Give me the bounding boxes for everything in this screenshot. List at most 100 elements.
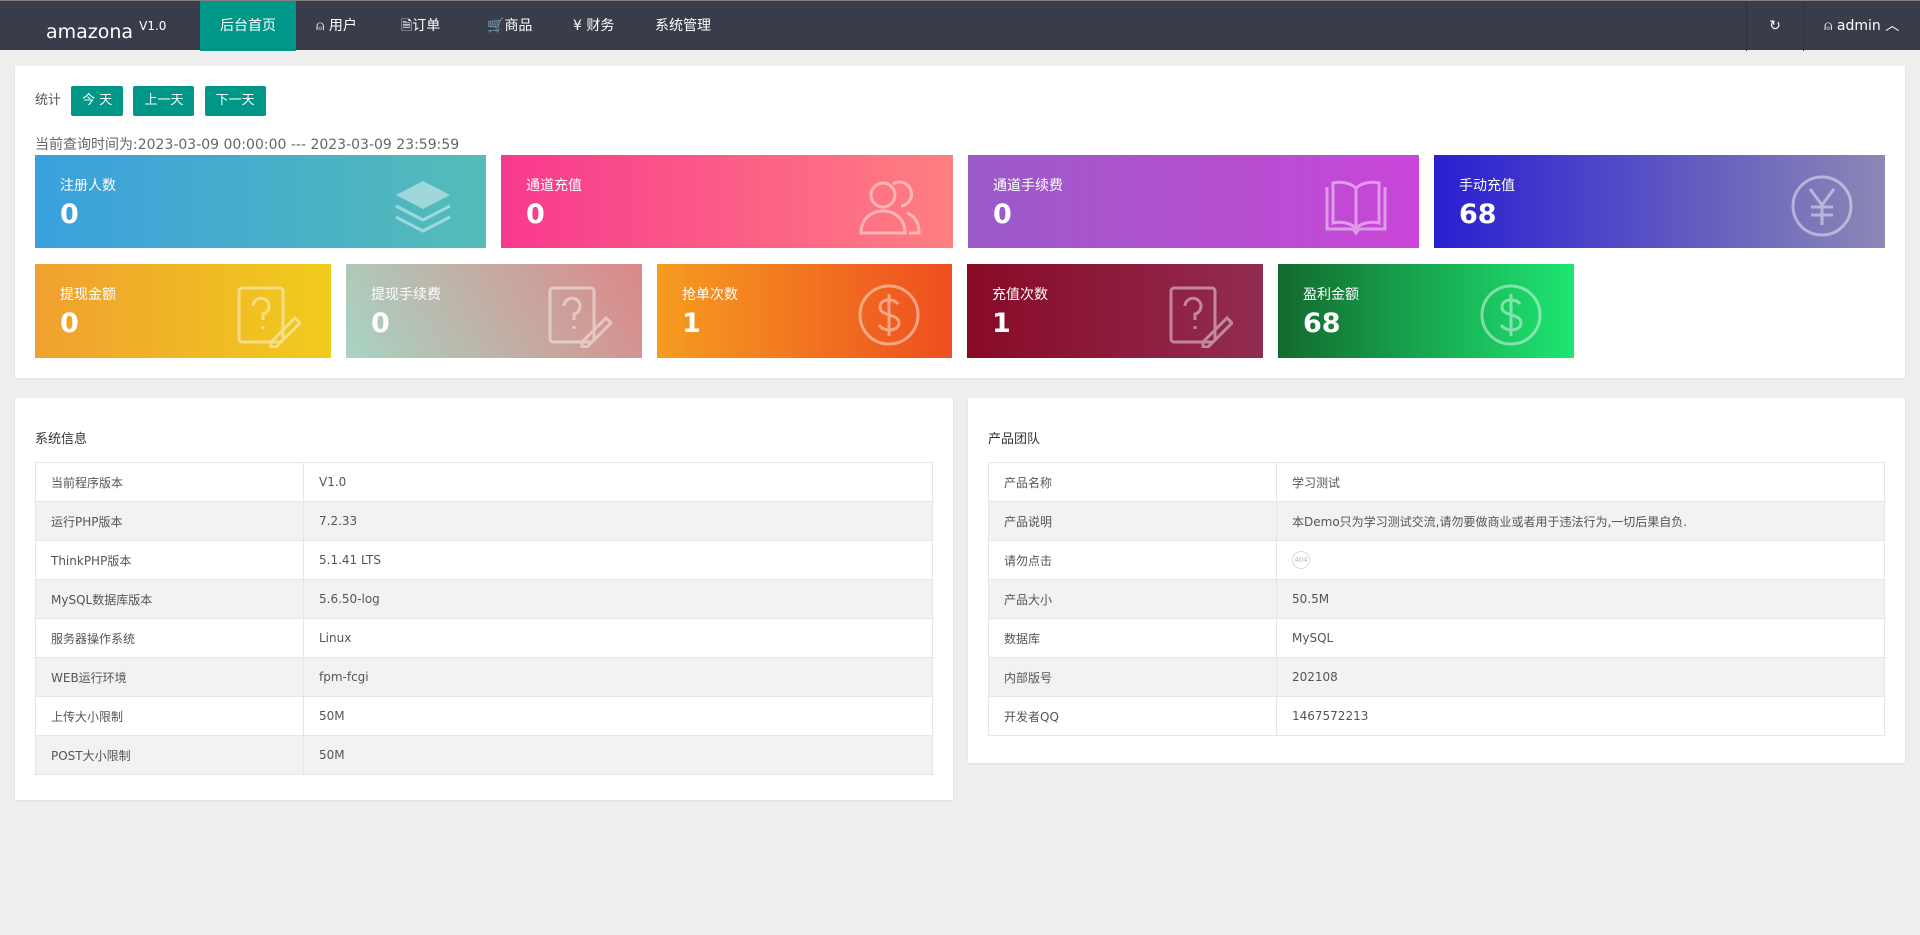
stat-label: 通道手续费 <box>993 178 1063 194</box>
nav-users[interactable]: ⍝ 用户 <box>296 1 377 51</box>
stat-card: 通道充值 0 <box>501 155 953 248</box>
dollar-circle-icon <box>858 284 920 346</box>
table-row: 请勿点击 404 <box>988 540 1885 580</box>
stat-value: 0 <box>526 199 545 230</box>
query-range-text: 当前查询时间为:2023-03-09 00:00:00 --- 2023-03-… <box>35 137 460 153</box>
document-icon: 🗎 <box>401 18 413 34</box>
row-value: 1467572213 <box>1276 696 1885 736</box>
row-label: 当前程序版本 <box>35 462 304 502</box>
stat-label: 提现金额 <box>60 287 116 303</box>
row-value: 5.6.50-log <box>303 579 933 619</box>
nav-products[interactable]: 🛒商品 <box>467 1 552 51</box>
row-label: 请勿点击 <box>988 540 1277 580</box>
table-row: 数据库 MySQL <box>988 618 1885 658</box>
row-label: 上传大小限制 <box>35 696 304 736</box>
stat-value: 68 <box>1303 308 1341 339</box>
stat-label: 盈利金额 <box>1303 287 1359 303</box>
table-row: POST大小限制 50M <box>35 735 933 775</box>
table-row: WEB运行环境 fpm-fcgi <box>35 657 933 697</box>
refresh-button[interactable]: ↻ <box>1746 1 1803 51</box>
username: admin <box>1836 18 1881 34</box>
panel-title: 系统信息 <box>35 432 88 447</box>
table-row: 当前程序版本 V1.0 <box>35 462 933 502</box>
row-label: WEB运行环境 <box>35 657 304 697</box>
stat-card: 充值次数 1 <box>967 264 1263 358</box>
nav-finance[interactable]: ¥ 财务 <box>553 1 634 51</box>
table-row: 服务器操作系统 Linux <box>35 618 933 658</box>
previous-day-button[interactable]: 上一天 <box>133 86 195 116</box>
book-icon <box>1325 180 1387 236</box>
layers-icon <box>395 181 451 233</box>
brand-version: V1.0 <box>139 19 167 33</box>
table-row: MySQL数据库版本 5.6.50-log <box>35 579 933 619</box>
stat-label: 充值次数 <box>992 287 1048 303</box>
system-info-panel: 系统信息 当前程序版本 V1.0 运行PHP版本 7.2.33 ThinkPHP版本 5.… <box>15 398 953 800</box>
stat-value: 68 <box>1459 199 1497 230</box>
stat-card: 提现金额 0 <box>35 264 331 358</box>
stat-value: 0 <box>371 308 390 339</box>
nav-label: 财务 <box>586 18 615 34</box>
users-icon <box>859 180 921 235</box>
stat-value: 1 <box>682 308 701 339</box>
row-value: 7.2.33 <box>303 501 933 541</box>
row-label: 内部版号 <box>988 657 1277 697</box>
table-row: 运行PHP版本 7.2.33 <box>35 501 933 541</box>
nav-home[interactable]: 后台首页 <box>200 1 296 51</box>
row-label: 开发者QQ <box>988 696 1277 736</box>
yen-icon: ¥ <box>573 18 587 34</box>
stat-card: 提现手续费 0 <box>346 264 642 358</box>
table-row: 上传大小限制 50M <box>35 696 933 736</box>
nav-orders[interactable]: 🗎订单 <box>381 1 460 51</box>
user-menu[interactable]: ⍝ admin ︿ <box>1803 1 1920 51</box>
team-table: 产品名称 学习测试 产品说明 本Demo只为学习测试交流,请勿要做商业或者用于违法行为… <box>988 462 1885 736</box>
row-value: Linux <box>303 618 933 658</box>
user-icon: ⍝ <box>1824 18 1837 34</box>
row-value: 404 <box>1276 540 1885 580</box>
refresh-icon: ↻ <box>1769 18 1781 34</box>
question-edit-icon <box>1169 286 1233 348</box>
table-row: 内部版号 202108 <box>988 657 1885 697</box>
row-label: 运行PHP版本 <box>35 501 304 541</box>
stat-card: 盈利金额 68 <box>1278 264 1574 358</box>
row-value: 5.1.41 LTS <box>303 540 933 580</box>
row-value: V1.0 <box>303 462 933 502</box>
stat-label: 通道充值 <box>526 178 582 194</box>
row-value: 本Demo只为学习测试交流,请勿要做商业或者用于违法行为,一切后果自负. <box>1276 501 1885 541</box>
stat-card: 通道手续费 0 <box>968 155 1419 248</box>
table-row: 产品大小 50.5M <box>988 579 1885 619</box>
nav-system[interactable]: 系统管理 <box>635 1 731 51</box>
row-value: MySQL <box>1276 618 1885 658</box>
stat-card: 抢单次数 1 <box>657 264 952 358</box>
next-day-button[interactable]: 下一天 <box>204 86 266 116</box>
brand-name: amazona <box>46 21 134 43</box>
row-label: POST大小限制 <box>35 735 304 775</box>
brand-logo[interactable]: amazona V1.0 <box>0 1 200 51</box>
stats-panel: 统计 今 天 上一天 下一天 当前查询时间为:2023-03-09 00:00:… <box>15 66 1905 378</box>
row-value: 学习测试 <box>1276 462 1885 502</box>
row-value: 50M <box>303 735 933 775</box>
row-value: 202108 <box>1276 657 1885 697</box>
nav-label: 订单 <box>412 18 441 34</box>
panel-title: 产品团队 <box>988 432 1041 447</box>
row-label: 产品名称 <box>988 462 1277 502</box>
404-badge-link[interactable]: 404 <box>1292 551 1310 569</box>
stat-label: 注册人数 <box>60 178 116 194</box>
stat-label: 抢单次数 <box>682 287 738 303</box>
stat-value: 0 <box>60 308 79 339</box>
today-button[interactable]: 今 天 <box>71 86 124 116</box>
row-value: 50M <box>303 696 933 736</box>
row-label: 产品大小 <box>988 579 1277 619</box>
question-edit-icon <box>548 286 612 348</box>
system-info-table: 当前程序版本 V1.0 运行PHP版本 7.2.33 ThinkPHP版本 5.1.41 … <box>35 462 933 775</box>
team-panel: 产品团队 产品名称 学习测试 产品说明 本Demo只为学习测试交流,请勿要做商业或者用… <box>968 398 1905 763</box>
stat-value: 0 <box>993 199 1012 230</box>
table-row: 开发者QQ 1467572213 <box>988 696 1885 736</box>
stat-card: 注册人数 0 <box>35 155 486 248</box>
table-row: 产品说明 本Demo只为学习测试交流,请勿要做商业或者用于违法行为,一切后果自负. <box>988 501 1885 541</box>
stat-card: 手动充值 68 <box>1434 155 1885 248</box>
stats-label: 统计 <box>35 93 62 108</box>
stat-label: 手动充值 <box>1459 178 1515 194</box>
row-label: MySQL数据库版本 <box>35 579 304 619</box>
dollar-circle-icon <box>1480 284 1542 346</box>
yen-circle-icon <box>1791 175 1853 237</box>
